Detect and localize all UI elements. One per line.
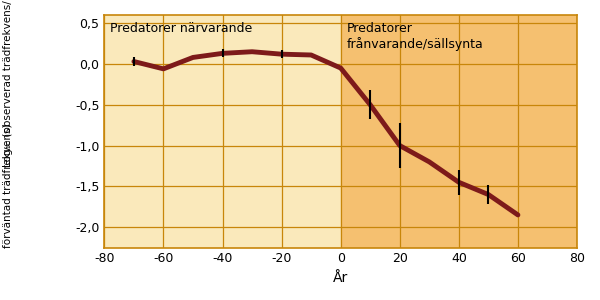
Text: Predatorer
frånvarande/sällsynta: Predatorer frånvarande/sällsynta [347, 22, 484, 51]
Text: Log₁₀ (observerad trädfrekvens/: Log₁₀ (observerad trädfrekvens/ [3, 1, 13, 167]
Text: förväntad trädfrekvens): förväntad trädfrekvens) [3, 124, 13, 248]
X-axis label: År: År [333, 271, 349, 285]
Text: Predatorer närvarande: Predatorer närvarande [110, 22, 253, 34]
Bar [104, 15, 341, 247]
Bar [341, 15, 577, 247]
